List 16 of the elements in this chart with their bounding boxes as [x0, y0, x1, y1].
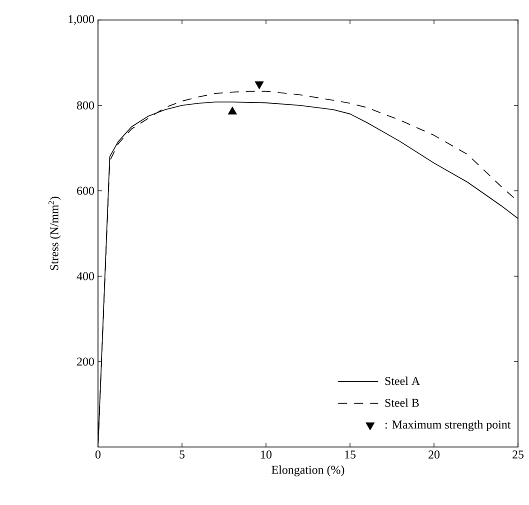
- y-tick-label: 600: [77, 186, 94, 195]
- y-tick-label: 400: [76, 272, 94, 280]
- x-tick-label: 10: [261, 450, 272, 459]
- y-tick-label: 1,000: [68, 15, 94, 25]
- x-tick-label: 20: [428, 450, 440, 459]
- y-axis-title: Stress (N/mm$^{2}$): [48, 196, 61, 270]
- legend-label: Steel A: [385, 376, 420, 386]
- x-axis-title: Elongation (%): [272, 465, 344, 476]
- x-tick-label: 25: [512, 450, 524, 459]
- y-tick-label: 800: [77, 101, 94, 110]
- x-tick-label: 0: [95, 450, 101, 459]
- legend-label: : Maximum strength point: [385, 420, 511, 432]
- x-tick-label: 15: [345, 450, 356, 459]
- y-tick-label: 200: [77, 358, 94, 366]
- legend-label: Steel B: [385, 398, 419, 407]
- x-tick-label: 5: [180, 450, 185, 458]
